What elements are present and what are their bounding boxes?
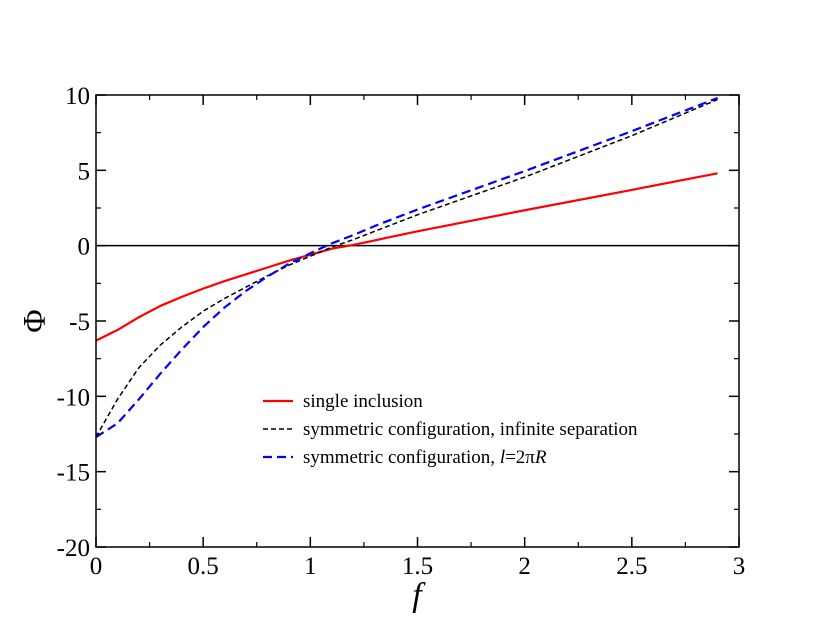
y-tick-label: -5 bbox=[69, 309, 90, 336]
legend-label-part: symmetric configuration, infinite separa… bbox=[303, 419, 638, 440]
series-line-2 bbox=[96, 98, 718, 438]
x-tick-label: 1 bbox=[304, 553, 317, 580]
y-tick-label: 5 bbox=[78, 158, 91, 185]
x-tick-label: 0 bbox=[90, 553, 103, 580]
y-tick-label: 0 bbox=[78, 234, 91, 261]
plot-frame bbox=[95, 94, 740, 548]
ticks-layer bbox=[95, 94, 740, 548]
x-tick-label: 1.5 bbox=[402, 553, 433, 580]
y-tick-label: 10 bbox=[65, 83, 90, 110]
y-tick-label: -20 bbox=[57, 535, 90, 562]
legend-label-part: single inclusion bbox=[303, 391, 423, 412]
series-line-1 bbox=[96, 172, 718, 342]
legend: single inclusion symmetric configuration,… bbox=[263, 391, 638, 468]
y-axis-label: Φ bbox=[16, 309, 52, 332]
legend-label-2: symmetric configuration, infinite separa… bbox=[303, 419, 638, 440]
x-tick-label: 2 bbox=[518, 553, 531, 580]
legend-label-3: symmetric configuration, l=2πR bbox=[303, 447, 547, 468]
legend-label-1: single inclusion bbox=[303, 391, 423, 412]
x-tick-label: 2.5 bbox=[616, 553, 647, 580]
series-layer bbox=[96, 96, 739, 438]
x-tick-label: 3 bbox=[733, 553, 746, 580]
series-line-3 bbox=[96, 96, 718, 438]
legend-label-part: R bbox=[534, 447, 547, 468]
x-tick-label: 0.5 bbox=[188, 553, 219, 580]
legend-label-part: symmetric configuration, bbox=[303, 447, 500, 468]
y-tick-label: -10 bbox=[57, 384, 90, 411]
legend-label-part: =2π bbox=[505, 447, 535, 468]
y-tick-label: -15 bbox=[57, 460, 90, 487]
legend-label-part: l bbox=[500, 447, 505, 468]
labels-layer: 0 0.5 1 1.5 2 2.5 3 10 5 0 -5 -10 -15 -20 bbox=[57, 83, 746, 580]
